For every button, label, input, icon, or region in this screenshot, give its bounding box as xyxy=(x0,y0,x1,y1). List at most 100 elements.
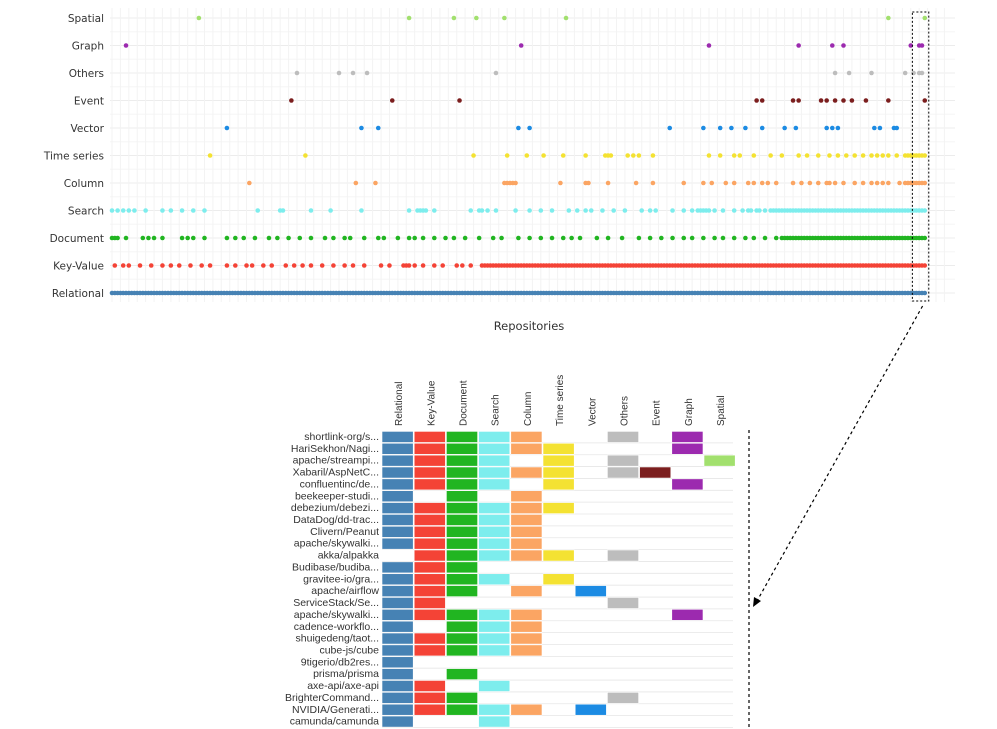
point-search xyxy=(720,208,726,213)
point-time-series xyxy=(560,153,566,158)
point-key-value xyxy=(291,263,297,268)
cell-key-value xyxy=(413,597,446,609)
point-document xyxy=(451,235,457,241)
point-document xyxy=(185,235,190,241)
point-key-value xyxy=(342,263,347,268)
point-vector xyxy=(877,125,883,131)
point-document xyxy=(406,235,412,241)
cell-time-series xyxy=(542,442,575,455)
cell-relational xyxy=(381,431,414,443)
point-key-value xyxy=(331,263,336,268)
point-vector xyxy=(667,125,673,131)
cell-search xyxy=(478,537,511,550)
point-search xyxy=(639,208,645,213)
point-key-value xyxy=(300,263,305,268)
column-label-spatial: Spatial xyxy=(716,395,727,426)
y-label-others: Others xyxy=(69,68,104,80)
point-key-value xyxy=(406,263,412,268)
point-search xyxy=(109,208,115,213)
cell-relational xyxy=(381,680,414,692)
point-column xyxy=(701,180,706,186)
point-key-value xyxy=(199,263,204,268)
point-key-value xyxy=(269,263,275,268)
point-others xyxy=(919,70,925,76)
point-document xyxy=(720,235,726,241)
point-document xyxy=(619,235,625,241)
cell-document xyxy=(446,478,478,491)
point-key-value xyxy=(387,263,392,268)
point-search xyxy=(689,208,695,213)
point-key-value xyxy=(412,263,417,268)
cell-search xyxy=(478,442,511,455)
point-column xyxy=(880,180,886,186)
point-document xyxy=(381,235,387,241)
cell-search xyxy=(478,703,511,716)
cell-relational xyxy=(381,620,414,633)
cell-search xyxy=(478,431,511,443)
series-search xyxy=(109,208,928,213)
point-search xyxy=(748,208,754,213)
cell-column xyxy=(510,466,543,479)
point-column xyxy=(247,180,252,186)
point-time-series xyxy=(471,153,476,158)
cell-relational xyxy=(381,644,414,657)
point-search xyxy=(328,208,333,213)
cell-key-value xyxy=(413,442,446,455)
point-vector xyxy=(516,125,521,131)
point-key-value xyxy=(168,263,174,268)
point-event xyxy=(841,98,846,103)
cell-column xyxy=(510,608,543,621)
cell-search xyxy=(478,715,511,728)
point-graph xyxy=(518,43,524,48)
point-time-series xyxy=(625,153,630,158)
point-graph xyxy=(919,43,925,48)
cell-key-value xyxy=(413,454,446,467)
cell-others xyxy=(607,549,639,562)
point-key-value xyxy=(432,263,437,268)
row-label: prisma/prisma xyxy=(313,668,379,680)
column-label-document: Document xyxy=(459,380,470,426)
point-search xyxy=(179,208,185,213)
cell-column xyxy=(510,514,543,526)
point-key-value xyxy=(112,263,118,268)
cell-key-value xyxy=(413,466,446,479)
point-key-value xyxy=(249,263,255,268)
heatmap-row-labels: shortlink-org/s...HariSekhon/Nagi...apac… xyxy=(285,431,379,728)
cell-key-value xyxy=(413,692,446,704)
column-label-relational: Relational xyxy=(394,382,405,426)
cell-event xyxy=(639,466,672,479)
column-label-graph: Graph xyxy=(684,398,695,426)
point-key-value xyxy=(361,263,367,268)
column-label-column: Column xyxy=(523,392,534,426)
row-label: apache/skywalki... xyxy=(294,609,379,621)
point-document xyxy=(361,235,367,241)
point-search xyxy=(588,208,594,213)
row-label: shuigedeng/taot... xyxy=(296,633,379,645)
cell-relational xyxy=(381,490,414,503)
point-event xyxy=(796,98,801,103)
point-search xyxy=(681,208,687,213)
point-time-series xyxy=(815,153,821,158)
point-time-series xyxy=(504,153,510,158)
point-vector xyxy=(759,125,765,131)
scatter-grid xyxy=(110,8,955,302)
cell-document xyxy=(446,585,478,597)
cell-column xyxy=(510,490,543,503)
cell-relational xyxy=(381,514,414,526)
cell-key-value xyxy=(413,608,446,621)
point-key-value xyxy=(137,263,143,268)
row-label: 9tigerio/db2res... xyxy=(301,656,379,668)
point-graph xyxy=(706,43,712,48)
cell-document xyxy=(446,466,478,479)
point-key-value xyxy=(922,263,928,268)
cell-column xyxy=(510,431,543,443)
point-time-series xyxy=(751,153,757,158)
row-label: HariSekhon/Nagi... xyxy=(291,443,379,455)
cell-document xyxy=(446,561,478,574)
y-label-time-series: Time series xyxy=(43,151,104,163)
point-vector xyxy=(701,125,706,131)
x-axis-title: Repositories xyxy=(494,319,565,333)
point-search xyxy=(538,208,544,213)
point-time-series xyxy=(636,153,642,158)
point-spatial xyxy=(922,15,928,21)
